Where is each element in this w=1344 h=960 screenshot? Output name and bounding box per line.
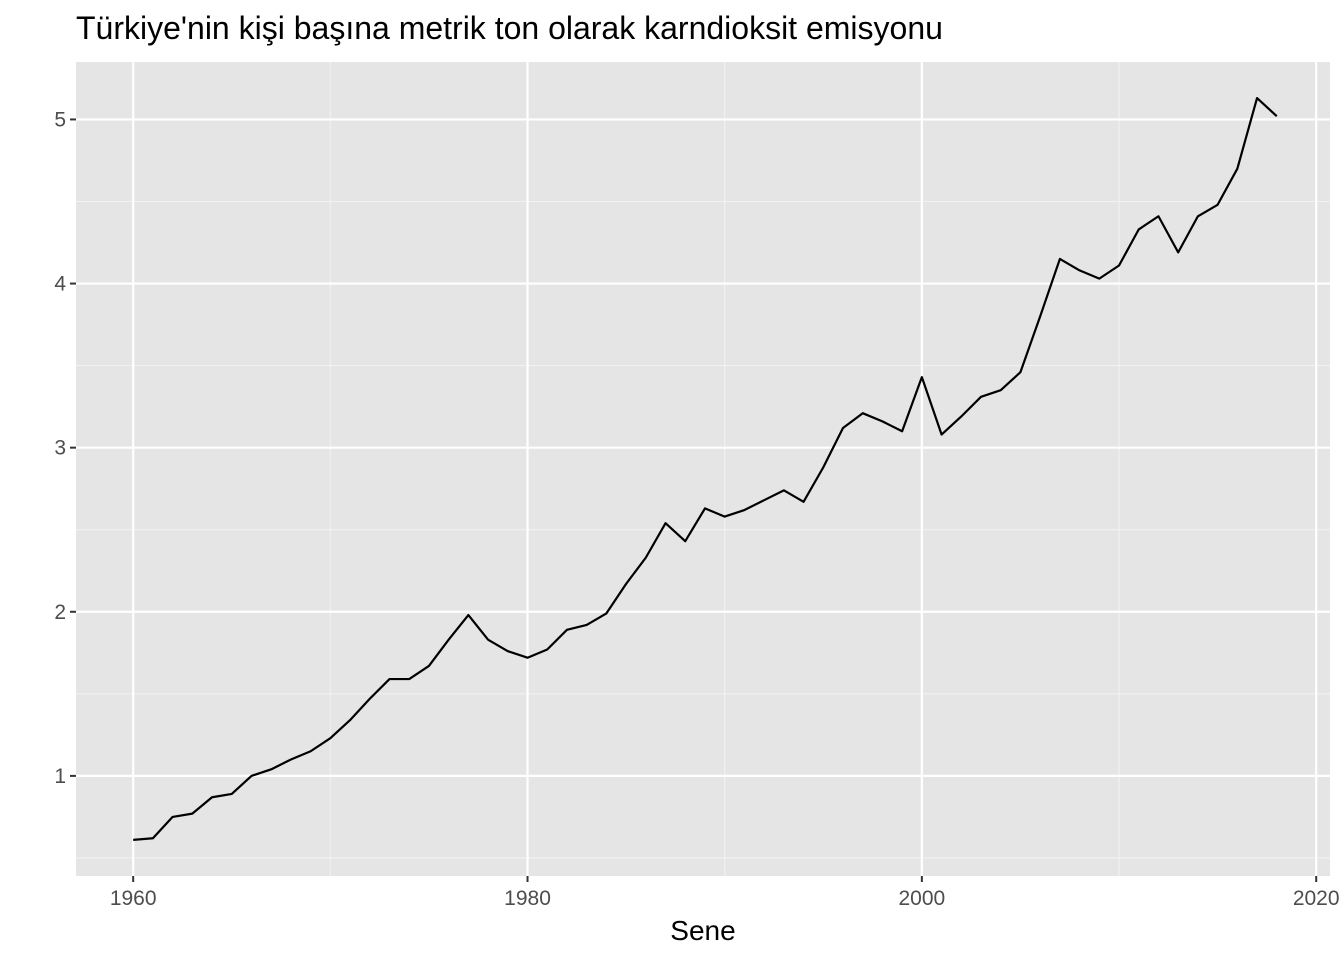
x-tick-label: 1960 [110,887,157,910]
y-axis: 1 2 3 4 5 [54,108,76,788]
x-axis-label: Sene [670,915,735,946]
minor-gridlines [76,62,1330,876]
x-tick-label: 2000 [898,887,945,910]
x-tick-label: 1980 [504,887,551,910]
plot-panel [76,62,1330,876]
y-tick-label: 1 [54,765,66,788]
x-tick-label: 2020 [1293,887,1340,910]
y-tick-label: 2 [54,601,66,624]
y-tick-label: 5 [54,108,66,131]
chart-title: Türkiye'nin kişi başına metrik ton olara… [76,10,943,46]
y-tick-label: 4 [54,273,66,296]
series-line [133,97,1278,841]
major-gridlines [76,62,1330,876]
x-axis: 1960 1980 2000 2020 [110,876,1340,910]
y-tick-label: 3 [54,437,66,460]
